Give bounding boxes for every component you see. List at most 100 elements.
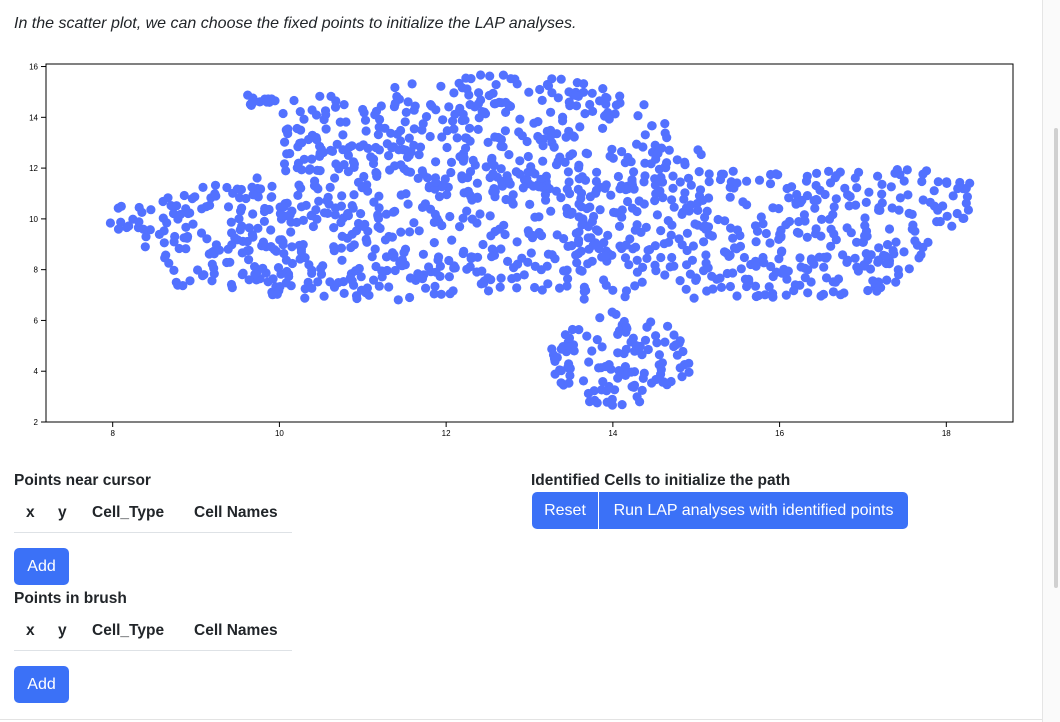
scatter-point[interactable] (447, 235, 457, 245)
scatter-point[interactable] (363, 143, 373, 153)
scatter-point[interactable] (281, 255, 291, 265)
scatter-point[interactable] (658, 193, 668, 203)
scatter-point[interactable] (386, 128, 396, 138)
scatter-point[interactable] (572, 78, 582, 88)
scatter-point[interactable] (704, 229, 714, 240)
scatter-point[interactable] (444, 102, 454, 112)
scatter-point[interactable] (476, 70, 486, 80)
scatter-point[interactable] (574, 199, 584, 209)
scatter-point[interactable] (564, 378, 574, 388)
scatter-point[interactable] (450, 263, 460, 273)
scatter-point[interactable] (604, 114, 614, 124)
scatter-point[interactable] (264, 204, 274, 215)
scatter-point[interactable] (307, 154, 317, 164)
scatter-point[interactable] (397, 255, 407, 265)
scatter-point[interactable] (303, 277, 313, 287)
scatter-point[interactable] (250, 262, 260, 272)
scatter-point[interactable] (409, 140, 419, 150)
scatter-point[interactable] (792, 189, 802, 200)
scatter-point[interactable] (122, 222, 132, 233)
scatter-point[interactable] (571, 101, 582, 111)
scatter-point[interactable] (852, 183, 862, 193)
scatter-point[interactable] (496, 273, 506, 283)
scatter-point[interactable] (570, 90, 580, 100)
scatter-point[interactable] (572, 258, 582, 268)
scatter-point[interactable] (392, 91, 402, 102)
scatter-point[interactable] (810, 203, 820, 213)
scatter-point[interactable] (485, 211, 495, 221)
scatter-point[interactable] (575, 122, 585, 132)
scatter-point[interactable] (574, 160, 584, 170)
scatter-point[interactable] (488, 169, 498, 179)
scatter-point[interactable] (181, 244, 191, 254)
scatter-point[interactable] (481, 162, 491, 172)
scatter-point[interactable] (248, 190, 258, 200)
scatter-point[interactable] (890, 168, 900, 178)
scatter-point[interactable] (660, 337, 670, 347)
scatter-point[interactable] (687, 255, 698, 265)
scatter-point[interactable] (549, 142, 559, 152)
scatter-point[interactable] (145, 225, 155, 235)
scatter-point[interactable] (414, 226, 424, 236)
scatter-point[interactable] (409, 124, 419, 134)
scatter-point[interactable] (660, 270, 670, 280)
scatter-point[interactable] (546, 125, 556, 135)
scatter-point[interactable] (537, 95, 547, 105)
scatter-point[interactable] (555, 152, 565, 162)
scatter-point[interactable] (559, 234, 569, 244)
scatter-point[interactable] (185, 276, 195, 286)
scatter-point[interactable] (653, 148, 663, 158)
scatter-point[interactable] (766, 261, 776, 272)
scatter-point[interactable] (360, 115, 371, 125)
scatter-point[interactable] (172, 201, 182, 211)
scatter-point[interactable] (895, 193, 906, 203)
scatter-point[interactable] (656, 252, 666, 263)
scatter-point[interactable] (431, 157, 441, 167)
scatter-point[interactable] (418, 249, 428, 259)
scatter-point[interactable] (633, 111, 643, 121)
scatter-point[interactable] (287, 242, 297, 252)
scatter-point[interactable] (620, 362, 631, 372)
scatter-point[interactable] (881, 258, 891, 269)
scatter-point[interactable] (403, 97, 413, 107)
scatter-point[interactable] (414, 150, 424, 160)
scatter-point[interactable] (258, 263, 268, 273)
scatter-point[interactable] (725, 192, 735, 202)
scatter-point[interactable] (873, 255, 884, 265)
scatter-point[interactable] (812, 168, 822, 178)
scatter-point[interactable] (367, 252, 377, 262)
scatter-point[interactable] (776, 247, 787, 257)
scatter-point[interactable] (312, 135, 322, 145)
scatter-point[interactable] (295, 107, 305, 117)
scatter-point[interactable] (311, 205, 321, 215)
scatter-point[interactable] (873, 171, 883, 181)
scatter-point[interactable] (446, 167, 456, 178)
scatter-point[interactable] (348, 203, 358, 213)
scatter-point[interactable] (819, 262, 829, 272)
scatter-point[interactable] (550, 254, 560, 264)
scatter-point[interactable] (838, 250, 848, 260)
scatter-point[interactable] (693, 145, 703, 155)
scatter-point[interactable] (537, 285, 547, 295)
scatter-point[interactable] (651, 266, 661, 276)
scatter-point[interactable] (512, 272, 522, 282)
scatter-point[interactable] (632, 206, 642, 217)
scatter-point[interactable] (369, 275, 379, 285)
scatter-point[interactable] (800, 263, 810, 273)
scatter-point[interactable] (424, 262, 434, 272)
scatter-point[interactable] (632, 255, 642, 265)
scatter-point[interactable] (583, 233, 593, 243)
scatter-point[interactable] (551, 160, 562, 170)
scatter-point[interactable] (284, 271, 294, 282)
scatter-point[interactable] (735, 241, 746, 251)
scatter-point[interactable] (311, 182, 321, 192)
scatter-point[interactable] (279, 202, 289, 212)
scatter-point[interactable] (223, 202, 234, 212)
scatter-point[interactable] (316, 144, 326, 154)
scatter-point[interactable] (347, 229, 357, 239)
scatter-point[interactable] (181, 222, 191, 232)
scatter-point[interactable] (237, 248, 247, 258)
scatter-point[interactable] (409, 218, 419, 228)
scatter-point[interactable] (362, 237, 372, 247)
scatter-point[interactable] (533, 117, 543, 127)
